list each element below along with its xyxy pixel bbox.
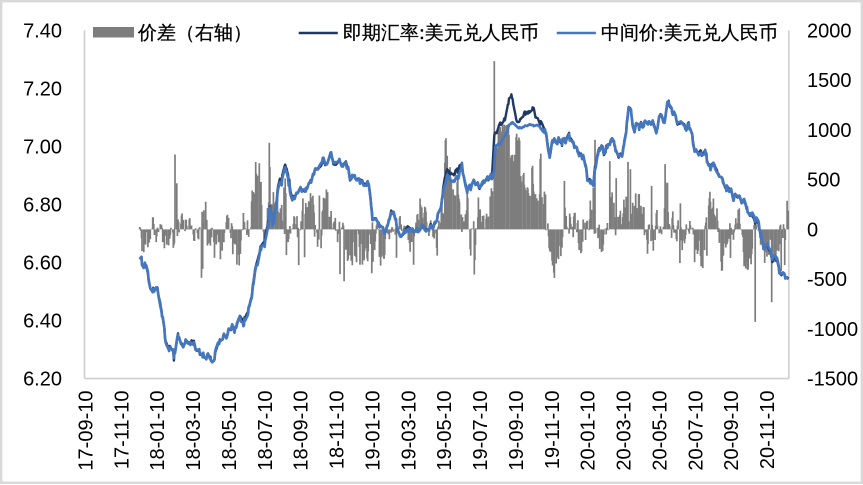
svg-text:1000: 1000: [807, 120, 852, 142]
svg-text:-1000: -1000: [807, 319, 858, 341]
svg-text:18-03-10: 18-03-10: [183, 391, 205, 471]
svg-text:19-03-10: 19-03-10: [398, 391, 420, 471]
svg-text:20-07-10: 20-07-10: [685, 391, 707, 471]
svg-text:2000: 2000: [807, 21, 852, 43]
svg-text:6.20: 6.20: [23, 369, 62, 391]
svg-text:1500: 1500: [807, 70, 852, 92]
svg-text:18-11-10: 18-11-10: [327, 391, 349, 470]
svg-text:-1500: -1500: [807, 369, 858, 391]
svg-text:19-07-10: 19-07-10: [470, 391, 492, 471]
svg-text:18-01-10: 18-01-10: [147, 391, 169, 471]
svg-text:20-09-10: 20-09-10: [721, 391, 743, 471]
svg-text:0: 0: [807, 219, 818, 241]
svg-text:6.40: 6.40: [23, 311, 62, 333]
svg-text:-500: -500: [807, 269, 847, 291]
svg-text:7.00: 7.00: [23, 137, 62, 159]
svg-text:19-05-10: 19-05-10: [434, 391, 456, 471]
svg-text:6.80: 6.80: [23, 195, 62, 217]
svg-text:18-07-10: 18-07-10: [255, 391, 277, 471]
svg-text:19-09-10: 19-09-10: [506, 391, 528, 471]
svg-text:20-11-10: 20-11-10: [757, 391, 779, 470]
svg-text:17-09-10: 17-09-10: [76, 391, 98, 471]
svg-text:20-03-10: 20-03-10: [614, 391, 636, 471]
svg-text:500: 500: [807, 170, 840, 192]
svg-text:19-11-10: 19-11-10: [542, 391, 564, 470]
svg-text:18-09-10: 18-09-10: [291, 391, 313, 471]
svg-text:20-05-10: 20-05-10: [649, 391, 671, 471]
svg-text:18-05-10: 18-05-10: [219, 391, 241, 471]
svg-text:17-11-10: 17-11-10: [111, 391, 133, 470]
svg-text:20-01-10: 20-01-10: [578, 391, 600, 471]
svg-text:7.20: 7.20: [23, 79, 62, 101]
svg-text:7.40: 7.40: [23, 21, 62, 43]
svg-text:19-01-10: 19-01-10: [362, 391, 384, 471]
svg-text:6.60: 6.60: [23, 253, 62, 275]
